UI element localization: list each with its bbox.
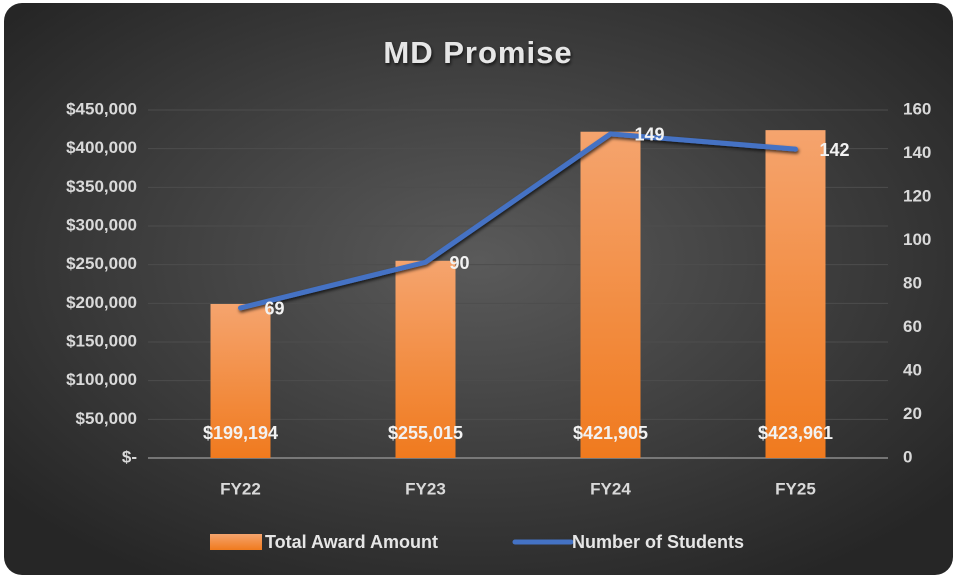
- y-tick-label: $50,000: [76, 409, 137, 428]
- y-tick-label: $100,000: [66, 370, 137, 389]
- chart-title: MD Promise: [383, 35, 572, 70]
- y-tick-label: $200,000: [66, 293, 137, 312]
- data-label: $421,905: [573, 423, 648, 443]
- y2-tick-label: 80: [903, 273, 922, 292]
- y-tick-label: $250,000: [66, 254, 137, 273]
- y-tick-label: $450,000: [66, 99, 137, 118]
- legend-label: Total Award Amount: [265, 532, 438, 552]
- x-tick-label: FY24: [590, 479, 631, 498]
- data-label: 69: [265, 299, 285, 319]
- line: [238, 131, 798, 311]
- bar: [210, 303, 271, 458]
- y2-tick-label: 140: [903, 143, 931, 162]
- bar: [765, 130, 826, 458]
- x-tick-label: FY23: [405, 479, 446, 498]
- y2-tick-label: 40: [903, 360, 922, 379]
- y2-tick-label: 160: [903, 99, 931, 118]
- y-tick-label: $400,000: [66, 138, 137, 157]
- y-tick-label: $150,000: [66, 331, 137, 350]
- data-label: 142: [820, 140, 850, 160]
- legend-label: Number of Students: [572, 532, 744, 552]
- y-tick-label: $300,000: [66, 215, 137, 234]
- data-label: 149: [635, 125, 665, 145]
- y-tick-label: $-: [122, 447, 137, 466]
- bar: [580, 131, 641, 458]
- x-tick-label: FY25: [775, 479, 816, 498]
- bar: [395, 260, 456, 458]
- y2-tick-label: 0: [903, 447, 912, 466]
- data-label: 90: [450, 253, 470, 273]
- legend-swatch: [210, 534, 262, 550]
- y2-tick-label: 100: [903, 230, 931, 249]
- y2-tick-label: 120: [903, 186, 931, 205]
- data-label: $423,961: [758, 423, 833, 443]
- y2-tick-label: 60: [903, 317, 922, 336]
- y-tick-label: $350,000: [66, 177, 137, 196]
- data-label: $199,194: [203, 423, 278, 443]
- y2-tick-label: 20: [903, 404, 922, 423]
- x-tick-label: FY22: [220, 479, 261, 498]
- data-label: $255,015: [388, 423, 463, 443]
